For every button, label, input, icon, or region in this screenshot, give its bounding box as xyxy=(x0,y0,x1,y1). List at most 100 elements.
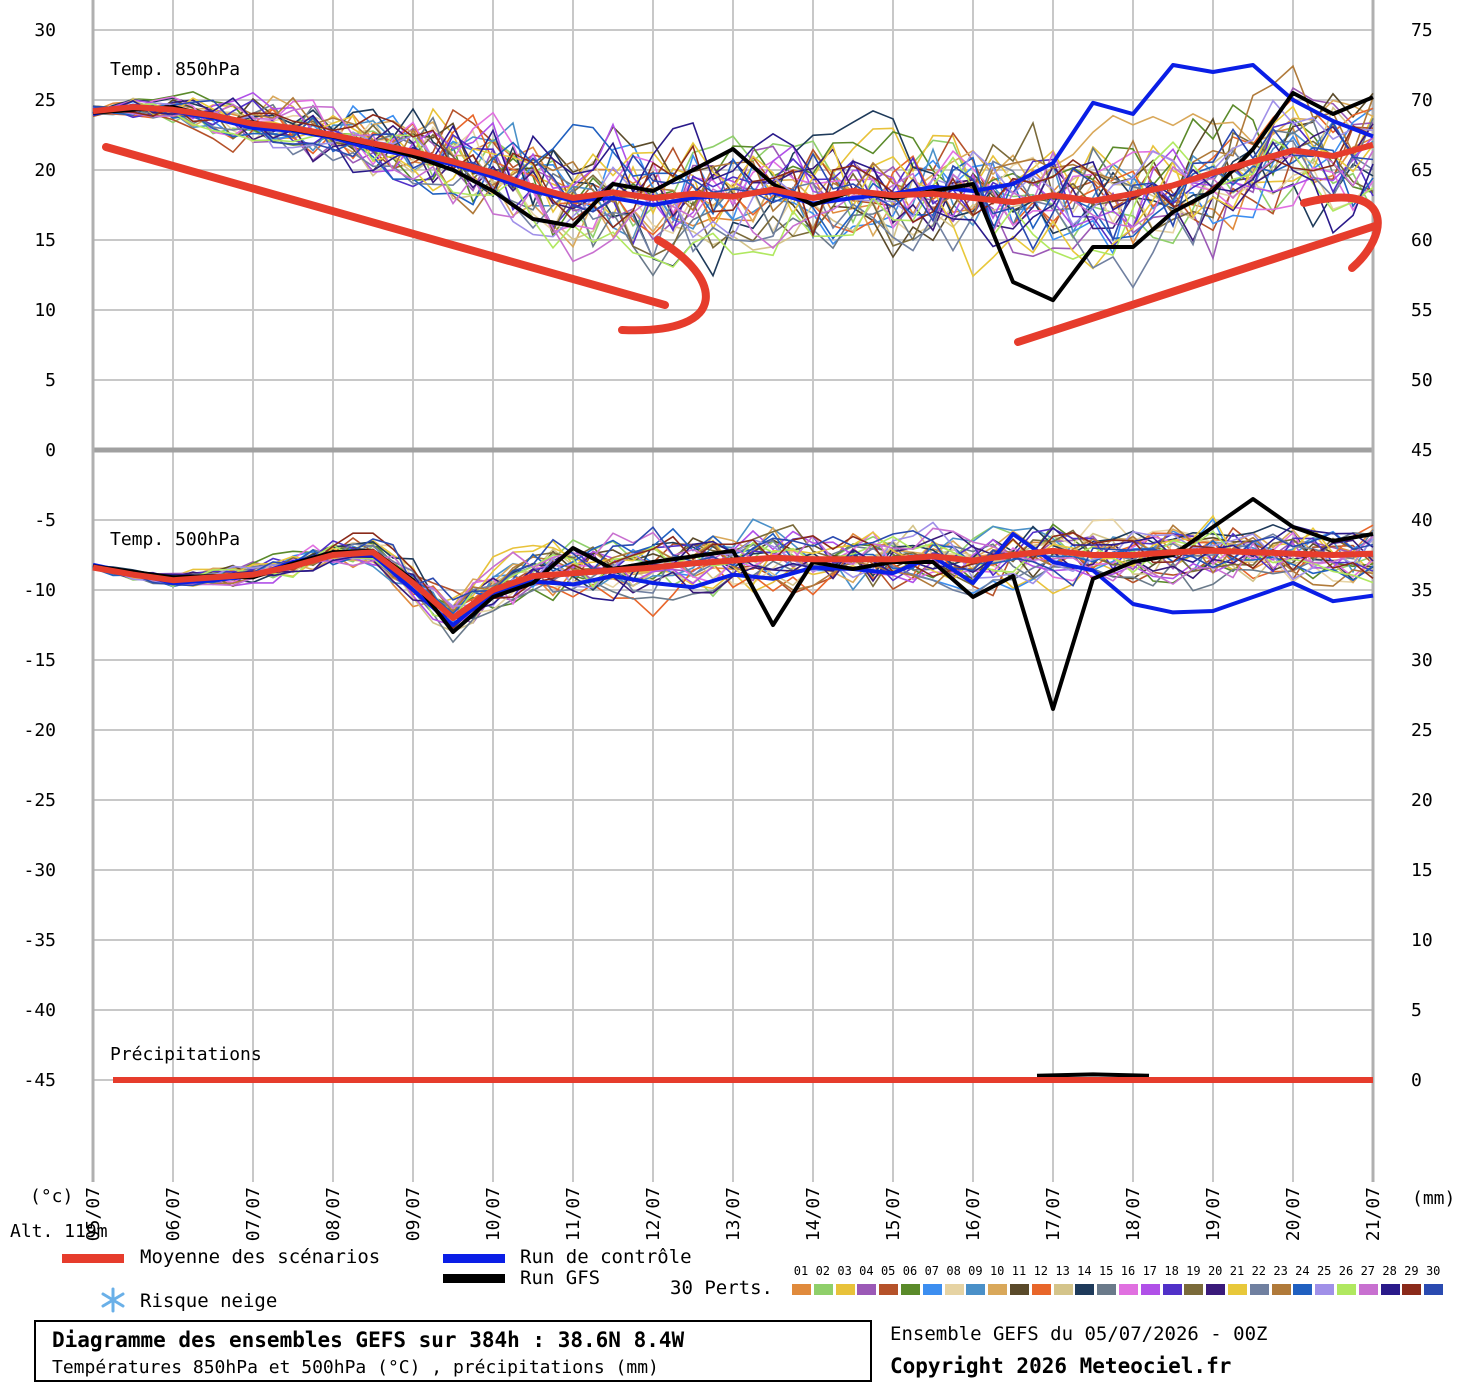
x-tick-label: 13/07 xyxy=(723,1187,744,1241)
downward-trend-arrow xyxy=(102,143,669,309)
x-tick-label: 18/07 xyxy=(1123,1187,1144,1241)
right-tick-label: 5 xyxy=(1411,1000,1422,1021)
perturbation-number: 29 xyxy=(1404,1264,1419,1278)
perturbation-swatch xyxy=(1053,1284,1073,1295)
perturbation-number: 28 xyxy=(1382,1264,1397,1278)
x-tick-label: 16/07 xyxy=(963,1187,984,1241)
perturbation-swatch xyxy=(1337,1284,1356,1295)
perturbation-swatch xyxy=(1380,1284,1400,1295)
altitude-label: Alt. 119m xyxy=(10,1221,108,1242)
left-axis-ticks: 30 25 20 15 10 5 0 -5 -10 -15 -20 -25 -30 -35 -40 -45 xyxy=(23,20,56,1091)
perturbation-number: 22 xyxy=(1251,1264,1267,1278)
perturbation-number: 30 xyxy=(1425,1264,1441,1278)
right-tick-label: 65 xyxy=(1411,160,1433,181)
left-tick-label: -10 xyxy=(23,580,56,601)
right-axis-unit: (mm) xyxy=(1412,1188,1455,1209)
perturbation-swatch xyxy=(1206,1284,1226,1295)
left-tick-label: -5 xyxy=(34,510,56,531)
perturbation-line-19 xyxy=(92,108,1374,257)
right-tick-label: 45 xyxy=(1411,440,1433,461)
perturbation-line-26 xyxy=(92,103,1374,268)
gfs-legend-label: Run GFS xyxy=(520,1267,601,1289)
perturbation-number: 12 xyxy=(1033,1264,1049,1278)
perturbation-swatch xyxy=(1140,1284,1160,1295)
perturbation-number: 11 xyxy=(1011,1264,1027,1278)
left-axis-unit: (°c) xyxy=(30,1186,73,1207)
title-box: Diagramme des ensembles GEFS sur 384h : … xyxy=(34,1320,872,1382)
panel-label-precip: Précipitations xyxy=(110,1044,262,1065)
left-tick-label: 25 xyxy=(34,90,56,111)
control-legend-label: Run de contrôle xyxy=(520,1246,692,1268)
series-line-500hPa xyxy=(92,547,1374,621)
x-tick-label: 17/07 xyxy=(1043,1187,1064,1241)
right-tick-label: 55 xyxy=(1411,300,1433,321)
right-tick-label: 70 xyxy=(1411,90,1433,111)
perts-legend-label: 30 Perts. xyxy=(670,1277,773,1299)
perturbation-line-30 xyxy=(92,99,1374,251)
perturbation-swatch xyxy=(1010,1284,1029,1295)
gfs-legend-swatch xyxy=(443,1274,505,1283)
upward-trend-hook xyxy=(1300,193,1382,272)
perturbation-number: 23 xyxy=(1273,1264,1288,1278)
left-tick-label: -45 xyxy=(23,1070,56,1091)
left-tick-label: 30 xyxy=(34,20,56,41)
perturbation-number: 08 xyxy=(946,1264,961,1278)
perturbation-swatch xyxy=(1031,1284,1051,1295)
perturbation-line-29 xyxy=(92,105,1374,238)
left-tick-label: 0 xyxy=(45,440,56,461)
perturbation-number: 20 xyxy=(1207,1264,1223,1278)
perturbation-number: 24 xyxy=(1295,1264,1310,1278)
perturbation-swatch xyxy=(1358,1284,1378,1295)
right-tick-label: 20 xyxy=(1411,790,1433,811)
perturbation-number: 05 xyxy=(880,1264,896,1278)
perturbation-number: 19 xyxy=(1186,1264,1201,1278)
panel-label-500: Temp. 500hPa xyxy=(110,529,240,550)
perturbation-number: 13 xyxy=(1055,1264,1070,1278)
perturbation-swatch xyxy=(1075,1284,1095,1295)
snow-legend-label: Risque neige xyxy=(140,1290,278,1312)
run-info: Ensemble GEFS du 05/07/2026 - 00Z xyxy=(890,1323,1268,1345)
right-tick-label: 75 xyxy=(1411,20,1433,41)
left-tick-label: 20 xyxy=(34,160,56,181)
left-tick-label: 10 xyxy=(34,300,56,321)
x-tick-label: 21/07 xyxy=(1363,1187,1384,1241)
perturbation-number: 10 xyxy=(989,1264,1005,1278)
x-axis-ticks: 05/07 06/07 07/07 08/07 09/07 10/07 11/07 12/07… xyxy=(83,1187,1384,1241)
red-trend-annotations xyxy=(102,143,1382,346)
perturbation-swatch xyxy=(1119,1284,1138,1295)
mean-legend-label: Moyenne des scénarios xyxy=(140,1246,381,1268)
perturbation-line-04 xyxy=(92,86,1374,261)
snowflake-icon xyxy=(101,1287,125,1313)
chart-subtitle: Températures 850hPa et 500hPa (°C) , pré… xyxy=(52,1357,659,1378)
perturbation-swatch xyxy=(966,1284,986,1295)
x-tick-label: 15/07 xyxy=(883,1187,904,1241)
x-tick-label: 08/07 xyxy=(323,1187,344,1241)
perturbation-number: 21 xyxy=(1229,1264,1245,1278)
copyright: Copyright 2026 Meteociel.fr xyxy=(890,1354,1232,1378)
right-tick-label: 10 xyxy=(1411,930,1433,951)
perturbation-swatch xyxy=(879,1284,899,1295)
left-tick-label: -25 xyxy=(23,790,56,811)
perturbation-number: 03 xyxy=(837,1264,852,1278)
left-tick-label: -15 xyxy=(23,650,56,671)
x-tick-label: 20/07 xyxy=(1283,1187,1304,1241)
perturbation-swatch xyxy=(1271,1284,1291,1295)
right-tick-label: 25 xyxy=(1411,720,1433,741)
perturbation-number: 07 xyxy=(924,1264,940,1278)
series-line-850hPa xyxy=(92,104,1374,206)
highlight-series xyxy=(92,63,1374,1083)
right-tick-label: 0 xyxy=(1411,1070,1422,1091)
perturbation-swatch xyxy=(813,1284,833,1295)
upward-trend-arrow xyxy=(1014,222,1379,346)
perturbation-swatch xyxy=(1228,1284,1247,1295)
perturbation-swatch xyxy=(792,1284,811,1295)
right-tick-label: 50 xyxy=(1411,370,1433,391)
perturbation-number: 16 xyxy=(1120,1264,1136,1278)
perturbation-swatch xyxy=(988,1284,1008,1295)
perturbation-number: 06 xyxy=(902,1264,918,1278)
perturbation-line-22 xyxy=(92,106,1374,289)
perturbation-number: 26 xyxy=(1338,1264,1354,1278)
left-tick-label: -20 xyxy=(23,720,56,741)
x-tick-label: 14/07 xyxy=(803,1187,824,1241)
